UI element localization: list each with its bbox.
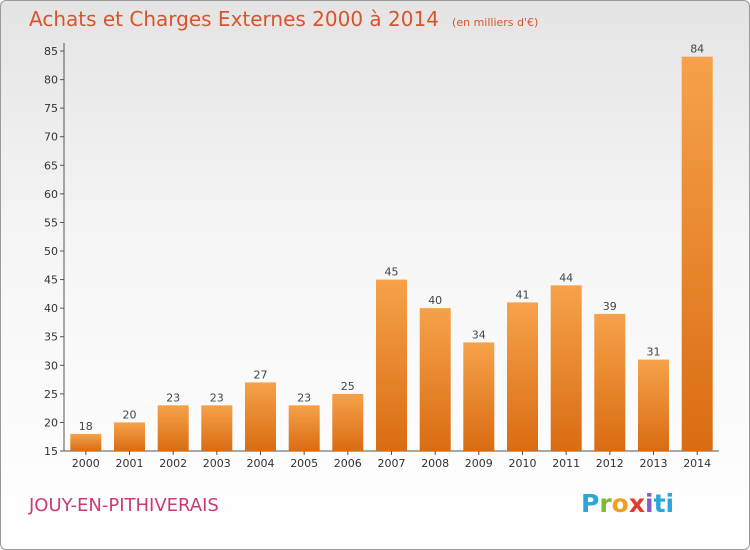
bar-2010 [507, 302, 538, 451]
chart-title: Achats et Charges Externes 2000 à 2014 [29, 7, 439, 31]
y-tick-label: 15 [44, 445, 58, 458]
y-tick-label: 65 [44, 159, 58, 172]
value-label-2009: 34 [472, 328, 486, 341]
value-label-2000: 18 [79, 420, 93, 433]
y-tick-label: 50 [44, 245, 58, 258]
value-label-2010: 41 [516, 288, 530, 301]
y-tick-label: 80 [44, 74, 58, 87]
value-label-2005: 23 [297, 391, 311, 404]
x-tick-label-2001: 2001 [116, 457, 144, 470]
bar-2003 [201, 405, 233, 451]
value-label-2013: 31 [647, 346, 661, 359]
bars-group [70, 56, 713, 451]
bar-2011 [550, 285, 582, 451]
value-label-2004: 27 [254, 368, 268, 381]
x-tick-label-2000: 2000 [72, 457, 100, 470]
bar-2004 [245, 382, 276, 451]
commune-name: JOUY-EN-PITHIVERAIS [29, 495, 219, 516]
x-tick-label-2003: 2003 [203, 457, 231, 470]
x-tick-label-2008: 2008 [421, 457, 449, 470]
value-label-2006: 25 [341, 380, 355, 393]
value-label-2002: 23 [166, 391, 180, 404]
bar-2014 [681, 56, 713, 451]
value-label-2012: 39 [603, 300, 617, 313]
y-tick-label: 35 [44, 331, 58, 344]
bar-2013 [638, 359, 669, 451]
bar-2006 [332, 393, 364, 451]
proxiti-logo[interactable]: Proxiti [581, 489, 675, 518]
title-row: Achats et Charges Externes 2000 à 2014 (… [29, 7, 538, 31]
y-tick-label: 70 [44, 131, 58, 144]
x-tick-label-2013: 2013 [640, 457, 668, 470]
value-label-2011: 44 [559, 271, 573, 284]
value-label-2014: 84 [690, 43, 704, 56]
x-tick-label-2005: 2005 [290, 457, 318, 470]
bar-2009 [463, 342, 495, 451]
y-tick-label: 60 [44, 188, 58, 201]
y-tick-label: 40 [44, 302, 58, 315]
y-tick-label: 45 [44, 274, 58, 287]
axes: 15 20 25 30 35 40 45 50 55 60 65 70 75 80 85 2000 2001 20… [44, 43, 719, 470]
value-label-2003: 23 [210, 391, 224, 404]
bar-2002 [157, 405, 189, 451]
y-tick-label: 30 [44, 359, 58, 372]
x-tick-label-2011: 2011 [552, 457, 580, 470]
x-tick-label-2002: 2002 [159, 457, 187, 470]
chart-subtitle: (en milliers d'€) [452, 16, 539, 29]
x-tick-label-2009: 2009 [465, 457, 493, 470]
bar-2007 [376, 279, 407, 451]
y-tick-label: 20 [44, 416, 58, 429]
x-tick-label-2004: 2004 [247, 457, 275, 470]
value-label-2007: 45 [385, 266, 399, 279]
y-tick-label: 25 [44, 388, 58, 401]
x-tick-label-2014: 2014 [683, 457, 711, 470]
bar-2001 [114, 422, 145, 451]
x-tick-label-2006: 2006 [334, 457, 362, 470]
value-label-2001: 20 [123, 408, 137, 421]
x-tick-label-2010: 2010 [509, 457, 537, 470]
bar-2005 [288, 405, 320, 451]
bar-2012 [594, 313, 626, 451]
bar-2008 [419, 308, 451, 451]
labels-group: 18 20 23 23 27 23 25 45 40 34 41 44 39 31 84 [79, 43, 704, 433]
bar-2000 [70, 433, 102, 451]
y-tick-label: 85 [44, 45, 58, 58]
y-tick-label: 75 [44, 102, 58, 115]
x-tick-label-2012: 2012 [596, 457, 624, 470]
y-tick-label: 55 [44, 216, 58, 229]
value-label-2008: 40 [428, 294, 442, 307]
x-tick-label-2007: 2007 [378, 457, 406, 470]
